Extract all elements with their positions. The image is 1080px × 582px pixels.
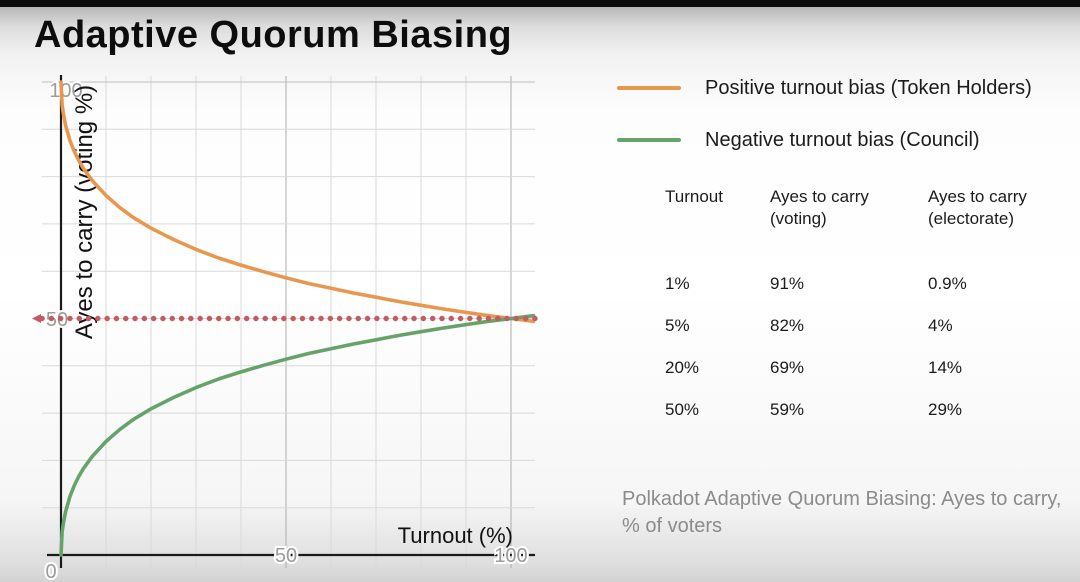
table-cell: 29%: [928, 400, 963, 419]
legend-label: Negative turnout bias (Council): [705, 128, 980, 151]
table-header: Turnout: [665, 187, 723, 206]
table-cell: 0.9%: [928, 274, 967, 293]
legend-item-negative-turnout-bias: Negative turnout bias (Council): [617, 128, 1057, 152]
page-title: Adaptive Quorum Biasing: [34, 14, 513, 56]
y-tick-label: 0: [45, 561, 56, 582]
x-axis-label: Turnout (%): [398, 523, 513, 548]
x-tick-label: 50: [275, 545, 297, 567]
table-cell: 5%: [665, 316, 690, 335]
x-tick-label: 100: [494, 545, 527, 567]
y-axis-label: Ayes to carry (voting %): [71, 85, 98, 339]
legend-swatch-positive-turnout-bias: [617, 86, 681, 90]
chart-caption: Polkadot Adaptive Quorum Biasing: Ayes t…: [622, 488, 1062, 537]
series-curve-positive: [59, 80, 536, 324]
table-cell: 4%: [928, 316, 953, 335]
series-curve-negative: [59, 313, 536, 557]
y-tick-label: 100: [49, 80, 82, 102]
table-cell: 50%: [665, 400, 700, 419]
table-cell: 59%: [770, 400, 805, 419]
y-tick-label: 50: [46, 309, 68, 331]
table-header: Ayes to carry (voting): [770, 187, 869, 228]
quorum-bias-chart: 0 50 100 50 100 Ayes to carry (voting %) Turno…: [30, 62, 570, 582]
table-cell: 1%: [665, 274, 690, 293]
table-cell: 14%: [928, 358, 963, 377]
table-cell: 82%: [770, 316, 805, 335]
quorum-table: Turnout Ayes to carry (voting) Ayes to car…: [665, 186, 1065, 442]
legend-label: Positive turnout bias (Token Holders): [705, 76, 1032, 99]
table-cell: 91%: [770, 274, 805, 293]
top-bar: [0, 0, 1080, 7]
legend-item-positive-turnout-bias: Positive turnout bias (Token Holders): [617, 76, 1057, 100]
table-header: Ayes to carry (electorate): [928, 187, 1027, 228]
table-cell: 20%: [665, 358, 700, 377]
chart-legend: Positive turnout bias (Token Holders) Neg…: [617, 76, 1057, 180]
reference-line-arrow: [32, 314, 41, 323]
legend-swatch-negative-turnout-bias: [617, 138, 681, 142]
table-cell: 69%: [770, 358, 805, 377]
